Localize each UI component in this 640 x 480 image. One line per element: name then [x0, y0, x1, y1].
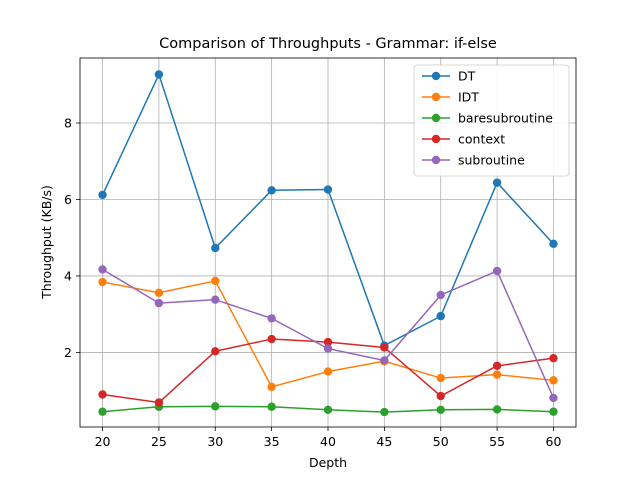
legend-frame	[413, 64, 570, 177]
legend-marker-IDT	[431, 92, 441, 102]
data-point-DT	[323, 185, 333, 194]
data-point-DT	[211, 243, 220, 253]
data-point-context	[380, 343, 389, 352]
data-point-DT	[549, 239, 558, 249]
data-point-context	[436, 391, 445, 401]
data-point-subroutine	[549, 393, 558, 403]
data-point-subroutine	[98, 265, 107, 274]
data-point-DT	[267, 186, 276, 195]
data-point-baresubroutine	[436, 405, 445, 414]
data-point-baresubroutine	[323, 405, 333, 414]
data-point-IDT	[492, 370, 502, 379]
legend-marker-DT	[431, 71, 441, 81]
data-point-IDT	[211, 276, 220, 286]
x-tick-label: 55	[489, 434, 505, 449]
legend-label-subroutine: subroutine	[458, 153, 525, 168]
y-tick-label: 8	[64, 116, 72, 131]
data-point-baresubroutine	[98, 407, 107, 416]
x-tick-label: 35	[264, 434, 280, 449]
data-point-subroutine	[380, 356, 389, 365]
y-tick-label: 6	[64, 192, 72, 207]
data-point-baresubroutine	[492, 405, 502, 414]
x-tick-label: 45	[376, 434, 392, 449]
data-point-context	[549, 353, 558, 363]
data-point-subroutine	[267, 314, 276, 323]
x-tick-label: 30	[207, 434, 223, 449]
legend-label-context: context	[458, 132, 505, 147]
legend-label-DT: DT	[458, 69, 476, 84]
y-axis-label: Throughput (KB/s)	[39, 185, 54, 300]
data-point-subroutine	[492, 266, 502, 276]
data-point-subroutine	[323, 344, 333, 353]
data-point-subroutine	[154, 298, 164, 308]
data-point-IDT	[98, 277, 107, 287]
data-point-DT	[98, 190, 107, 200]
data-point-DT	[154, 70, 164, 79]
data-point-baresubroutine	[549, 407, 558, 416]
x-tick-label: 20	[95, 434, 111, 449]
chart-title: Comparison of Throughputs - Grammar: if-…	[159, 36, 497, 52]
data-point-context	[323, 337, 333, 347]
data-point-IDT	[267, 382, 276, 392]
data-point-IDT	[323, 367, 333, 376]
legend-marker-baresubroutine	[431, 113, 441, 123]
legend-label-IDT: IDT	[458, 90, 479, 105]
y-tick-label: 4	[64, 268, 72, 283]
data-point-IDT	[154, 288, 164, 297]
legend: DT IDT baresubroutine context subroutine	[413, 64, 570, 177]
x-axis-label: Depth	[309, 455, 347, 470]
x-tick-label: 60	[546, 434, 562, 449]
data-point-IDT	[549, 376, 558, 385]
data-point-baresubroutine	[267, 402, 276, 411]
y-tick-label: 2	[64, 345, 72, 360]
data-point-context	[211, 347, 220, 356]
x-tick-label: 40	[320, 434, 336, 449]
x-tick-label: 25	[151, 434, 167, 449]
data-point-context	[492, 361, 502, 371]
data-point-baresubroutine	[380, 407, 389, 417]
data-point-subroutine	[211, 295, 220, 304]
data-point-context	[267, 334, 276, 344]
data-point-DT	[436, 311, 445, 321]
data-point-context	[98, 390, 107, 399]
data-point-subroutine	[436, 290, 445, 300]
data-point-IDT	[436, 373, 445, 383]
data-point-baresubroutine	[211, 402, 220, 411]
data-point-DT	[492, 178, 502, 187]
legend-marker-subroutine	[431, 155, 441, 165]
x-tick-label: 50	[433, 434, 449, 449]
legend-label-baresubroutine: baresubroutine	[458, 111, 553, 126]
legend-marker-context	[431, 134, 441, 144]
data-point-context	[154, 398, 164, 407]
